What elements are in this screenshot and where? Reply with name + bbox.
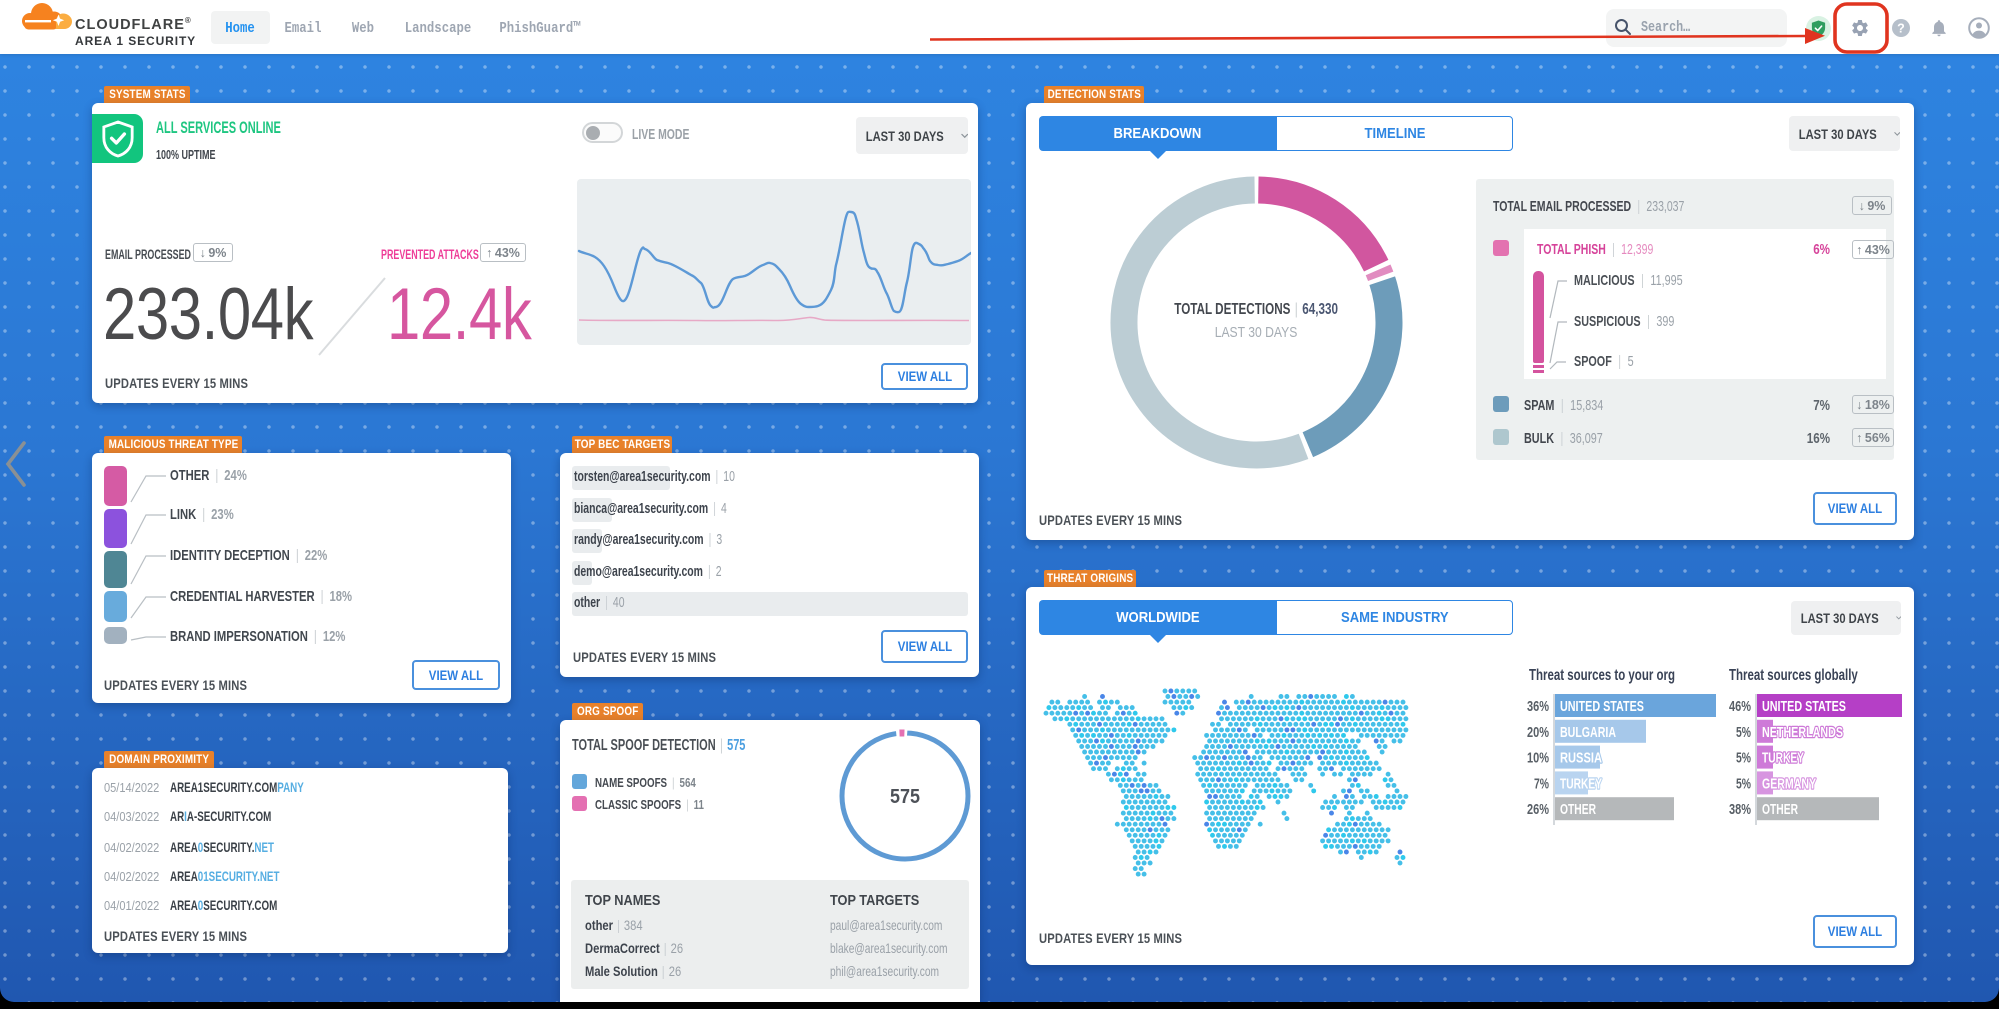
svg-text:26%: 26%: [1527, 802, 1549, 818]
svg-text:BULGARIA: BULGARIA: [1560, 725, 1616, 741]
svg-text:GERMANY: GERMANY: [1762, 776, 1816, 792]
svg-text:NETHERLANDS: NETHERLANDS: [1762, 725, 1843, 741]
svg-text:5%: 5%: [1736, 751, 1751, 767]
svg-text:7%: 7%: [1534, 776, 1549, 792]
svg-text:46%: 46%: [1729, 699, 1751, 715]
svg-text:UNITED STATES: UNITED STATES: [1560, 699, 1644, 715]
svg-text:TURKEY: TURKEY: [1762, 751, 1804, 767]
svg-text:RUSSIA: RUSSIA: [1560, 751, 1602, 767]
svg-text:OTHER: OTHER: [1560, 802, 1596, 818]
svg-text:5%: 5%: [1736, 725, 1751, 741]
svg-text:TURKEY: TURKEY: [1560, 776, 1602, 792]
svg-text:575: 575: [890, 786, 920, 808]
svg-text:?: ?: [1897, 21, 1905, 35]
svg-text:5%: 5%: [1736, 776, 1751, 792]
svg-text:38%: 38%: [1729, 802, 1751, 818]
svg-text:20%: 20%: [1527, 725, 1549, 741]
svg-text:36%: 36%: [1527, 699, 1549, 715]
svg-text:OTHER: OTHER: [1762, 802, 1798, 818]
svg-text:UNITED STATES: UNITED STATES: [1762, 699, 1846, 715]
svg-text:10%: 10%: [1527, 751, 1549, 767]
